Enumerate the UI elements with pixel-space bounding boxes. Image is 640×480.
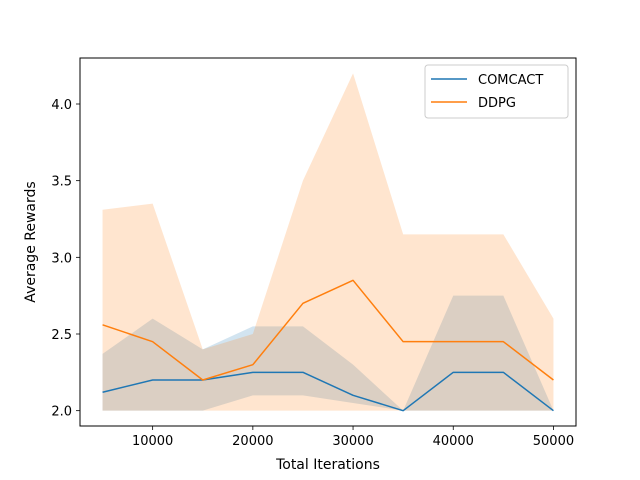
x-axis-ticks: 10000 20000 30000 40000 50000 [132,426,574,449]
y-axis-label: Average Rewards [23,181,39,302]
x-tick-label: 10000 [132,434,173,449]
x-tick-label: 30000 [332,434,373,449]
x-tick-label: 20000 [232,434,273,449]
y-axis-ticks: 2.0 2.5 3.0 3.5 4.0 [51,98,80,420]
legend-label-ddpg: DDPG [478,96,516,111]
y-tick-label: 4.0 [51,98,72,113]
x-tick-label: 40000 [433,434,474,449]
ddpg-confidence-band [102,73,554,411]
legend-label-comcact: COMCACT [478,73,543,88]
x-tick-label: 50000 [533,434,574,449]
comcact-line [102,371,554,412]
ddpg-line [102,279,554,381]
confidence-bands [102,73,554,411]
y-tick-label: 2.5 [51,328,72,343]
series-lines [102,279,554,412]
x-axis-label: Total Iterations [275,457,380,473]
y-tick-label: 3.0 [51,251,72,266]
y-tick-label: 2.0 [51,405,72,420]
legend: COMCACT DDPG [424,64,569,119]
plot-area-frame [79,57,577,427]
y-tick-label: 3.5 [51,175,72,190]
